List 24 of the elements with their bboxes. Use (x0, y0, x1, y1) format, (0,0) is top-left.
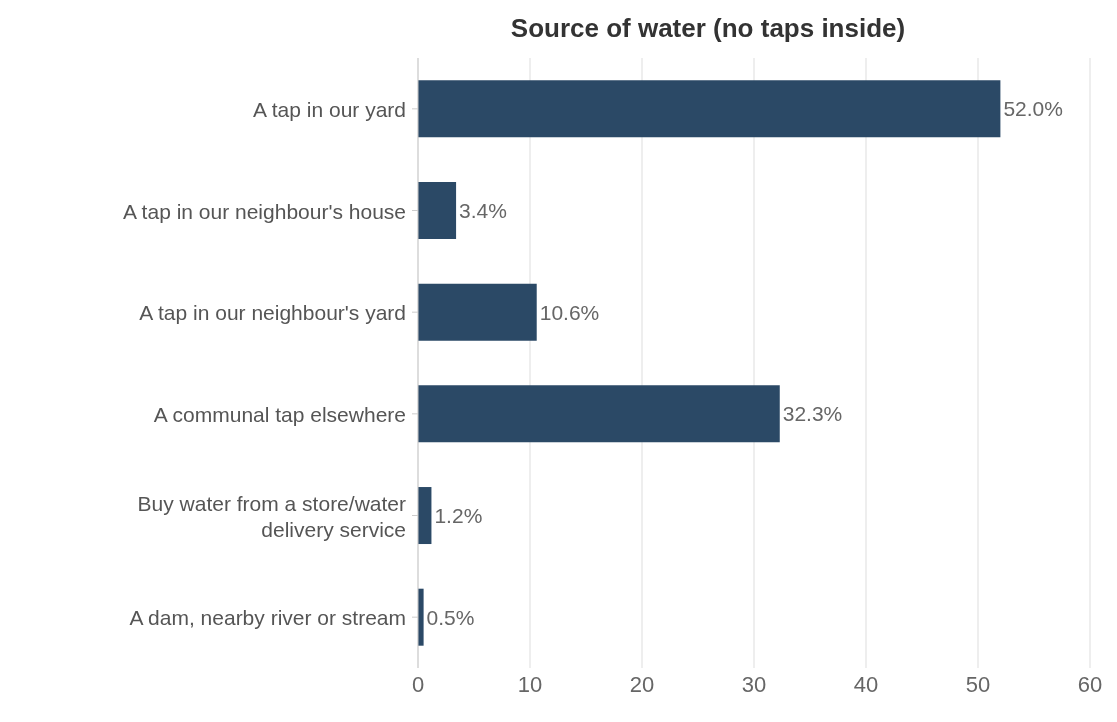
y-tick-label: A tap in our neighbour's house (122, 199, 406, 222)
data-label: 52.0% (1003, 97, 1063, 121)
y-tick-label: Buy water from a store/water delivery service (137, 491, 406, 540)
bar (418, 283, 537, 341)
y-tick-label: A communal tap elsewhere (153, 402, 406, 426)
data-label: 10.6% (539, 300, 600, 324)
data-label: 0.5% (426, 605, 475, 629)
chart-title: Source of water (no taps inside) (509, 12, 907, 45)
data-label: 3.4% (459, 198, 507, 222)
data-label: 32.3% (782, 402, 843, 426)
x-tick-label: 50 (965, 671, 991, 697)
bar (418, 385, 780, 443)
x-tick-label: 40 (853, 671, 879, 697)
bar (418, 182, 457, 240)
y-tick-label: A dam, nearby river or stream (129, 605, 406, 629)
data-label: 1.2% (434, 503, 483, 527)
x-tick-label: 0 (411, 671, 425, 697)
x-tick-label: 30 (741, 671, 767, 697)
y-tick-label: A tap in our neighbour's yard (139, 300, 406, 324)
x-tick-label: 60 (1077, 671, 1103, 697)
y-tick-label: A tap in our yard (253, 97, 406, 121)
x-tick-label: 20 (629, 671, 655, 697)
x-tick-label: 10 (517, 671, 543, 697)
bar (418, 80, 1001, 138)
